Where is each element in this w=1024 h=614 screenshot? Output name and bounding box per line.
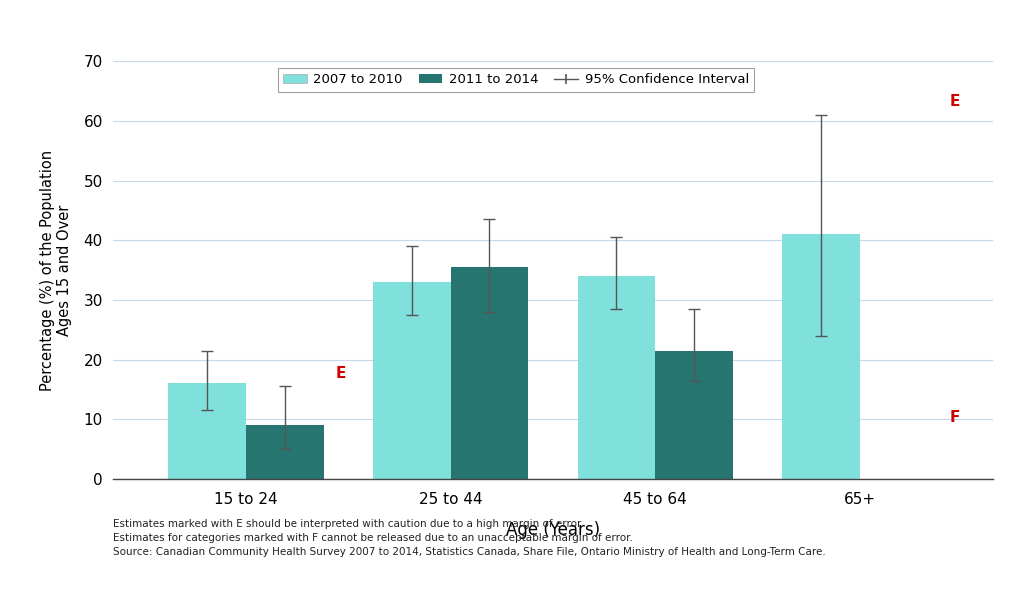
Bar [168,384,246,479]
Bar [782,235,860,479]
Bar [246,426,324,479]
Bar [373,282,451,479]
Y-axis label: Percentage (%) of the Population
Ages 15 and Over: Percentage (%) of the Population Ages 15… [40,150,73,391]
Text: E: E [335,365,346,381]
X-axis label: Age (Years): Age (Years) [506,521,600,539]
Legend: 2007 to 2010, 2011 to 2014, 95% Confidence Interval: 2007 to 2010, 2011 to 2014, 95% Confiden… [278,68,754,91]
Bar [451,267,528,479]
Text: E: E [949,94,961,109]
Text: F: F [949,410,961,426]
Bar [578,276,655,479]
Bar [655,351,733,479]
Text: Estimates marked with E should be interpreted with caution due to a high margin : Estimates marked with E should be interp… [113,519,825,557]
